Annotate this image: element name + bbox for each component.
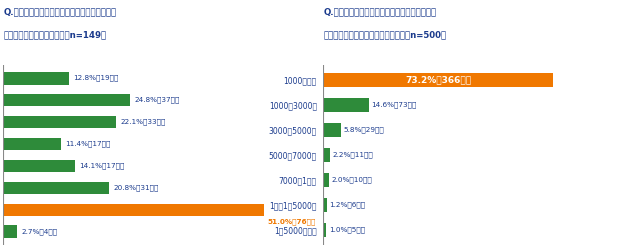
Text: 2.7%（4人）: 2.7%（4人）	[21, 228, 57, 235]
Text: どれくらいの費用をかけますか？（n=500）: どれくらいの費用をかけますか？（n=500）	[323, 30, 446, 39]
Bar	[3, 204, 264, 216]
Text: 具体的に何をしますか？（n=149）: 具体的に何をしますか？（n=149）	[3, 30, 106, 39]
Bar	[323, 148, 330, 162]
Text: 1.2%（6人）: 1.2%（6人）	[330, 202, 365, 208]
Text: Q.ハロウィンにちなんだイベントや買い物に、: Q.ハロウィンにちなんだイベントや買い物に、	[323, 8, 436, 16]
Text: 51.0%（76人）: 51.0%（76人）	[268, 218, 316, 225]
Bar	[3, 182, 109, 194]
Bar	[323, 223, 326, 237]
Text: 11.4%（17人）: 11.4%（17人）	[65, 141, 111, 147]
Bar	[323, 123, 341, 137]
Bar	[3, 72, 68, 85]
Text: 2.2%（11人）: 2.2%（11人）	[333, 152, 373, 158]
Bar	[323, 198, 327, 212]
Bar	[323, 98, 369, 112]
Text: 1.0%（5人）: 1.0%（5人）	[329, 227, 365, 233]
Bar	[323, 173, 330, 187]
Text: 73.2%（366人）: 73.2%（366人）	[405, 76, 471, 84]
Text: 14.1%（17人）: 14.1%（17人）	[79, 163, 125, 169]
Bar	[3, 226, 17, 238]
Text: 5.8%（29人）: 5.8%（29人）	[344, 127, 385, 133]
Bar	[3, 94, 130, 106]
Bar	[3, 116, 116, 128]
Text: 20.8%（31人）: 20.8%（31人）	[113, 184, 159, 191]
Text: 14.6%（73人）: 14.6%（73人）	[371, 102, 417, 108]
Text: 24.8%（37人）: 24.8%（37人）	[134, 97, 179, 103]
Bar	[3, 138, 61, 150]
Text: Q.今年ハロウィンで何かする予定のある方は、: Q.今年ハロウィンで何かする予定のある方は、	[3, 8, 116, 16]
Text: 2.0%（10人）: 2.0%（10人）	[332, 177, 372, 183]
Text: 22.1%（33人）: 22.1%（33人）	[120, 119, 166, 126]
Text: 12.8%（19人）: 12.8%（19人）	[73, 75, 118, 82]
Bar	[3, 160, 76, 172]
Bar	[323, 73, 553, 87]
